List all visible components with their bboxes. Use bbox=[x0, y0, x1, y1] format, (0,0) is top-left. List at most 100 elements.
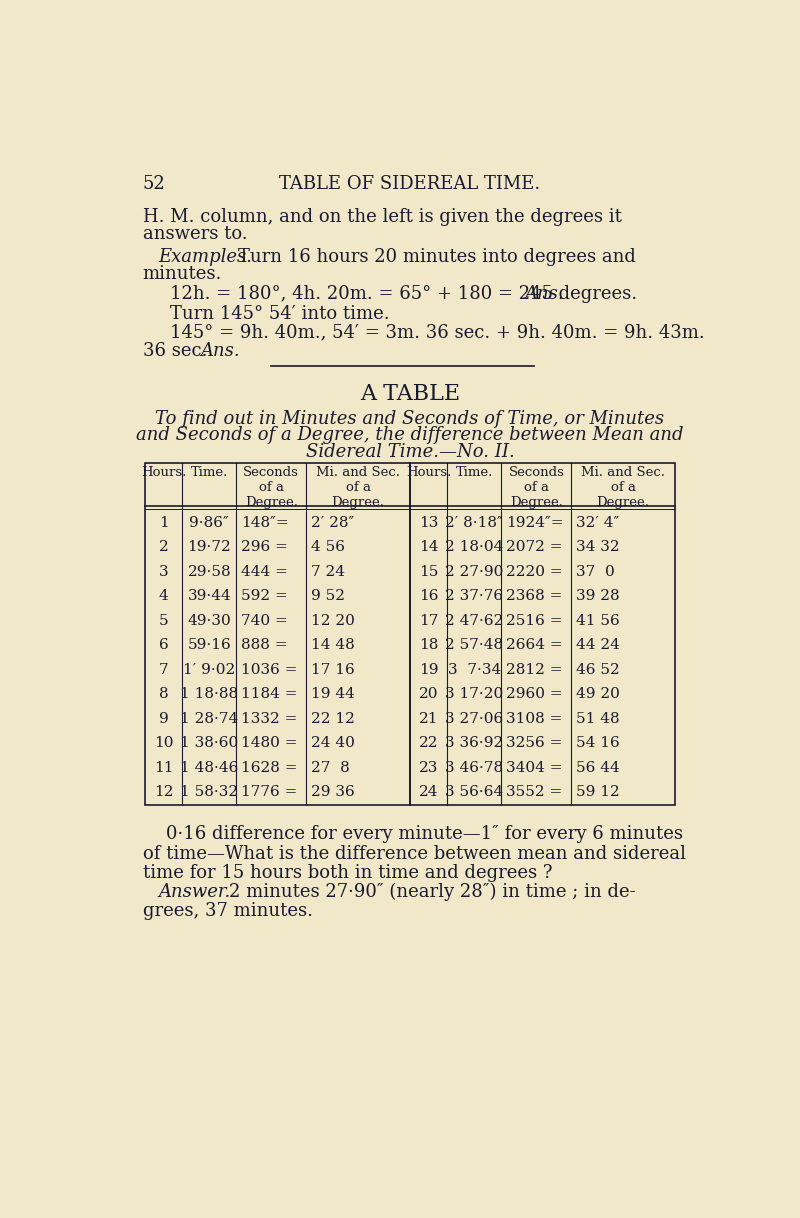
Text: 36 sec.: 36 sec. bbox=[142, 342, 218, 359]
Text: 3: 3 bbox=[158, 565, 168, 579]
Text: 29·58: 29·58 bbox=[187, 565, 231, 579]
Text: 9: 9 bbox=[158, 711, 169, 726]
Text: 14 48: 14 48 bbox=[310, 638, 354, 652]
Text: 1036 =: 1036 = bbox=[241, 663, 298, 677]
Text: 7: 7 bbox=[158, 663, 168, 677]
Text: 8: 8 bbox=[158, 687, 168, 702]
Text: 4: 4 bbox=[158, 590, 169, 603]
Text: 1 18·88: 1 18·88 bbox=[180, 687, 238, 702]
Text: A TABLE: A TABLE bbox=[360, 384, 460, 406]
Text: 740 =: 740 = bbox=[241, 614, 288, 627]
Text: 15: 15 bbox=[419, 565, 438, 579]
Text: 6: 6 bbox=[158, 638, 169, 652]
Text: 3 17·20: 3 17·20 bbox=[445, 687, 503, 702]
Text: H. M. column, and on the left is given the degrees it: H. M. column, and on the left is given t… bbox=[142, 208, 622, 225]
Text: 148″=: 148″= bbox=[241, 515, 289, 530]
Text: 1480 =: 1480 = bbox=[241, 736, 298, 750]
Text: 145° = 9h. 40m., 54′ = 3m. 36 sec. + 9h. 40m. = 9h. 43m.: 145° = 9h. 40m., 54′ = 3m. 36 sec. + 9h.… bbox=[170, 323, 705, 341]
Text: TABLE OF SIDEREAL TIME.: TABLE OF SIDEREAL TIME. bbox=[279, 175, 541, 194]
Text: 16: 16 bbox=[419, 590, 438, 603]
Text: 3 27·06: 3 27·06 bbox=[445, 711, 503, 726]
Text: Ans.: Ans. bbox=[525, 285, 564, 303]
Text: 444 =: 444 = bbox=[241, 565, 288, 579]
Text: 2 18·04: 2 18·04 bbox=[445, 540, 503, 554]
Text: and Seconds of a Degree, the difference between Mean and: and Seconds of a Degree, the difference … bbox=[136, 426, 684, 445]
Text: 12h. = 180°, 4h. 20m. = 65° + 180 = 245 degrees.: 12h. = 180°, 4h. 20m. = 65° + 180 = 245 … bbox=[170, 285, 648, 303]
Text: Hours.: Hours. bbox=[141, 466, 186, 480]
Text: 9·86″: 9·86″ bbox=[190, 515, 229, 530]
Text: 34 32: 34 32 bbox=[576, 540, 619, 554]
Text: minutes.: minutes. bbox=[142, 264, 222, 283]
Text: 4 56: 4 56 bbox=[310, 540, 345, 554]
Text: Sidereal Time.—No. II.: Sidereal Time.—No. II. bbox=[306, 443, 514, 462]
Text: 41 56: 41 56 bbox=[576, 614, 620, 627]
Text: 2 37·76: 2 37·76 bbox=[446, 590, 503, 603]
Bar bbox=[145, 463, 410, 805]
Text: 52: 52 bbox=[142, 175, 166, 194]
Text: 1 28·74: 1 28·74 bbox=[180, 711, 238, 726]
Text: 1 38·60: 1 38·60 bbox=[180, 736, 238, 750]
Text: 2 minutes 27·90″ (nearly 28″) in time ; in de-: 2 minutes 27·90″ (nearly 28″) in time ; … bbox=[230, 883, 636, 901]
Text: 27  8: 27 8 bbox=[310, 761, 350, 775]
Text: 3552 =: 3552 = bbox=[506, 786, 562, 799]
Text: 3 36·92: 3 36·92 bbox=[445, 736, 503, 750]
Text: Mi. and Sec.
of a
Degree.: Mi. and Sec. of a Degree. bbox=[581, 466, 665, 509]
Text: 2960 =: 2960 = bbox=[506, 687, 562, 702]
Text: 2664 =: 2664 = bbox=[506, 638, 562, 652]
Text: 11: 11 bbox=[154, 761, 174, 775]
Text: 1628 =: 1628 = bbox=[241, 761, 298, 775]
Text: Examples.: Examples. bbox=[158, 247, 252, 266]
Text: Ans.: Ans. bbox=[201, 342, 240, 359]
Text: 1 58·32: 1 58·32 bbox=[180, 786, 238, 799]
Text: 2: 2 bbox=[158, 540, 169, 554]
Text: 7 24: 7 24 bbox=[310, 565, 345, 579]
Text: Seconds
of a
Degree.: Seconds of a Degree. bbox=[243, 466, 299, 509]
Text: 56 44: 56 44 bbox=[576, 761, 620, 775]
Text: 29 36: 29 36 bbox=[310, 786, 354, 799]
Text: 888 =: 888 = bbox=[241, 638, 287, 652]
Text: 39 28: 39 28 bbox=[576, 590, 619, 603]
Text: 1: 1 bbox=[158, 515, 169, 530]
Text: 5: 5 bbox=[158, 614, 168, 627]
Text: To find out in Minutes and Seconds of Time, or Minutes: To find out in Minutes and Seconds of Ti… bbox=[155, 409, 665, 428]
Text: 3  7·34: 3 7·34 bbox=[448, 663, 501, 677]
Text: 19·72: 19·72 bbox=[187, 540, 231, 554]
Text: 54 16: 54 16 bbox=[576, 736, 620, 750]
Bar bbox=[410, 463, 675, 805]
Text: 1924″=: 1924″= bbox=[506, 515, 563, 530]
Text: 2812 =: 2812 = bbox=[506, 663, 562, 677]
Text: 3256 =: 3256 = bbox=[506, 736, 562, 750]
Text: 49·30: 49·30 bbox=[187, 614, 231, 627]
Text: 21: 21 bbox=[419, 711, 438, 726]
Text: 2516 =: 2516 = bbox=[506, 614, 562, 627]
Text: Seconds
of a
Degree.: Seconds of a Degree. bbox=[508, 466, 564, 509]
Text: 10: 10 bbox=[154, 736, 174, 750]
Text: 296 =: 296 = bbox=[241, 540, 288, 554]
Text: 59·16: 59·16 bbox=[187, 638, 231, 652]
Text: 0·16 difference for every minute—1″ for every 6 minutes: 0·16 difference for every minute—1″ for … bbox=[142, 826, 682, 843]
Text: 2′ 8·18″: 2′ 8·18″ bbox=[446, 515, 503, 530]
Text: Hours.: Hours. bbox=[406, 466, 451, 480]
Text: 3 46·78: 3 46·78 bbox=[446, 761, 503, 775]
Text: 1 48·46: 1 48·46 bbox=[180, 761, 238, 775]
Text: 49 20: 49 20 bbox=[576, 687, 620, 702]
Text: time for 15 hours both in time and degrees ?: time for 15 hours both in time and degre… bbox=[142, 864, 552, 882]
Text: 12: 12 bbox=[154, 786, 174, 799]
Text: Turn 16 hours 20 minutes into degrees and: Turn 16 hours 20 minutes into degrees an… bbox=[238, 247, 636, 266]
Text: 59 12: 59 12 bbox=[576, 786, 620, 799]
Text: 24 40: 24 40 bbox=[310, 736, 354, 750]
Text: 14: 14 bbox=[419, 540, 438, 554]
Text: 39·44: 39·44 bbox=[187, 590, 231, 603]
Text: 2072 =: 2072 = bbox=[506, 540, 562, 554]
Text: 17 16: 17 16 bbox=[310, 663, 354, 677]
Text: 592 =: 592 = bbox=[241, 590, 288, 603]
Text: 24: 24 bbox=[419, 786, 438, 799]
Text: 51 48: 51 48 bbox=[576, 711, 619, 726]
Text: 3 56·64: 3 56·64 bbox=[445, 786, 503, 799]
Text: 1′ 9·02: 1′ 9·02 bbox=[183, 663, 235, 677]
Text: 22: 22 bbox=[419, 736, 438, 750]
Text: grees, 37 minutes.: grees, 37 minutes. bbox=[142, 903, 313, 921]
Text: 2′ 28″: 2′ 28″ bbox=[310, 515, 354, 530]
Text: 3404 =: 3404 = bbox=[506, 761, 562, 775]
Text: 1776 =: 1776 = bbox=[241, 786, 298, 799]
